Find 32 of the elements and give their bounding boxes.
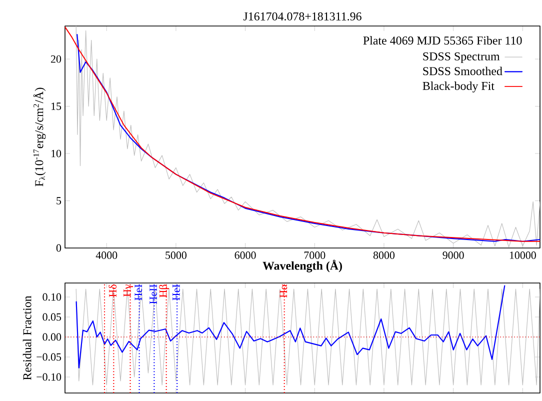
x-tick-label: 8000 xyxy=(373,252,395,259)
ref-line-label: Hβ xyxy=(159,284,170,298)
legend-label: SDSS Smoothed xyxy=(423,66,502,76)
x-tick-label: 6000 xyxy=(234,252,256,259)
ref-line-label: Hδ xyxy=(108,284,116,297)
legend-label: Black-body Fit xyxy=(422,82,494,92)
y-tick-label: 10 xyxy=(51,150,62,158)
ref-line-label: HeI xyxy=(172,284,180,300)
y-tick-label: 0 xyxy=(56,244,62,252)
y-axis-title: F$_{λ}$(10$^{-17}$erg/s/cm$^{2}$/Å) xyxy=(33,88,46,186)
x-tick-label: 4000 xyxy=(96,252,118,259)
chart-title: J161704.078+181311.96 xyxy=(243,12,362,20)
ref-line-label: HeII xyxy=(150,284,157,304)
y-tick-label: 20 xyxy=(51,55,62,63)
y-tick-label: 5 xyxy=(56,197,62,204)
legend-label: SDSS Spectrum xyxy=(423,52,500,63)
y-axis-title: Residual Fraction xyxy=(22,296,32,380)
x-tick-label: 10000 xyxy=(510,252,536,259)
y-tick-label: 15 xyxy=(51,102,62,110)
ref-line-label: HeI xyxy=(134,284,142,300)
x-tick-label: 5000 xyxy=(166,252,186,259)
x-tick-label: 7000 xyxy=(304,252,326,259)
x-axis-title: Wavelength (Å) xyxy=(262,260,342,272)
y-tick-label: 0.00 xyxy=(42,333,62,341)
ref-line-label: Hα xyxy=(280,284,288,298)
ref-line-label: Hγ xyxy=(124,284,134,297)
x-tick-label: 9000 xyxy=(442,252,464,259)
y-tick-label: −0.05 xyxy=(36,353,62,361)
y-tick-label: −0.10 xyxy=(36,373,62,381)
y-tick-label: 0.05 xyxy=(42,313,62,321)
annotation: Plate 4069 MJD 55365 Fiber 110 xyxy=(363,36,522,45)
y-tick-label: 0.10 xyxy=(42,293,62,301)
